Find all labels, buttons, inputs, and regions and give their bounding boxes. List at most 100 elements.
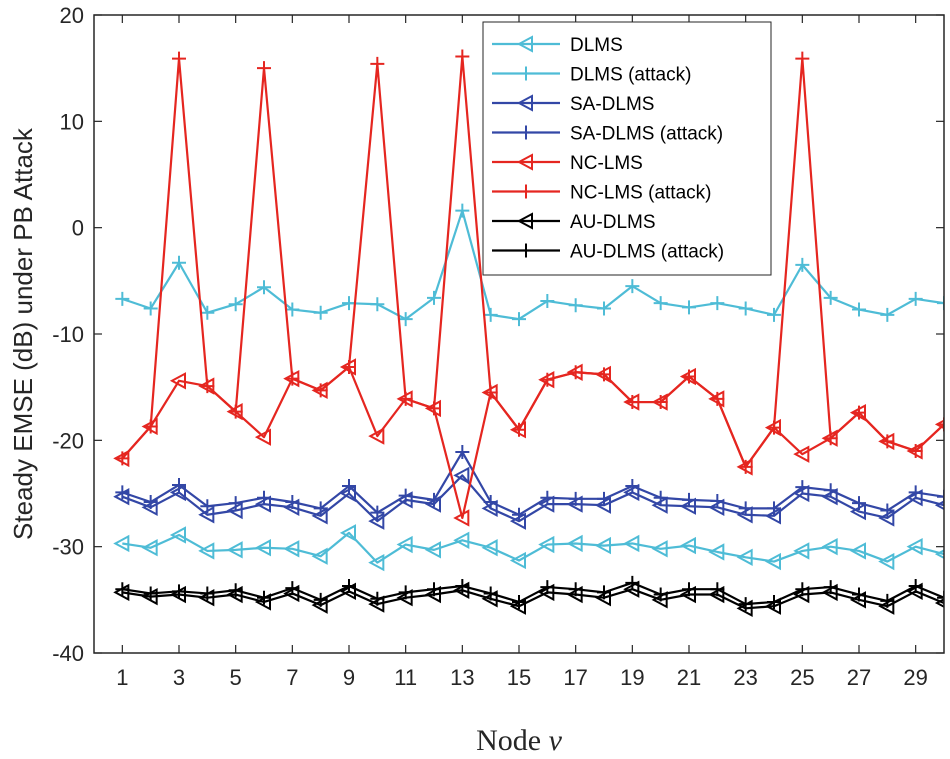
data-point [538,535,555,554]
data-point [540,580,555,595]
x-axis: 1 3 5 7 9 11 13 15 17 19 21 23 25 27 29 [116,15,928,690]
data-point [682,369,696,384]
legend-label: SA-DLMS [570,94,654,115]
data-point [483,307,498,322]
data-point [736,548,753,566]
legend-marker [519,125,533,140]
y-tick-label: -20 [52,428,84,453]
series-au-dlms-attack [115,575,944,612]
data-point [682,492,696,507]
legend-label: NC-LMS [570,153,643,174]
data-point [172,51,186,66]
data-point [795,582,810,597]
data-point [342,359,356,374]
legend-marker [516,94,533,112]
legend: DLMS DLMS (attack) SA-DLMS SA-DLMS (attack)… [482,21,772,276]
data-point [509,551,526,570]
data-point [283,540,300,558]
data-point [767,420,781,435]
data-point [455,445,470,460]
data-point [937,296,944,311]
data-point [453,531,470,549]
data-point [767,594,781,609]
data-point [115,291,130,306]
data-point [512,594,526,609]
data-point [540,294,555,309]
data-point [169,372,186,390]
data-point [172,584,186,599]
data-point [254,428,271,446]
data-point [906,537,923,556]
data-point [540,372,555,387]
legend-entry: AU-DLMS [492,212,656,233]
data-point [141,539,158,557]
legend-entry: NC-LMS (attack) [492,183,711,204]
data-point [821,537,838,556]
data-point [115,582,130,597]
x-tick-label: 15 [507,665,531,690]
y-tick-label: 10 [60,109,84,134]
data-point [908,579,923,594]
data-point [597,301,611,316]
data-point [115,451,130,466]
data-point [257,280,271,295]
data-point [285,371,300,386]
data-point [795,257,810,272]
data-point [313,501,328,516]
data-point [113,534,130,553]
data-point [625,575,640,590]
data-point [342,296,356,311]
x-tick-label: 5 [230,665,242,690]
series-layer [113,49,944,618]
data-point [172,255,186,270]
data-point [200,305,215,320]
data-point [625,395,640,410]
data-point [285,495,300,510]
x-tick-label: 23 [733,665,757,690]
data-point [455,49,470,64]
data-point [823,580,838,595]
x-tick-label: 9 [343,665,355,690]
x-tick-label: 29 [903,665,927,690]
data-point [653,395,668,410]
data-point [228,297,243,312]
data-point [738,301,753,316]
legend-entry: SA-DLMS (attack) [492,124,723,145]
data-point [398,488,413,503]
series-dlms [113,524,944,572]
legend-marker [519,243,533,258]
data-point [483,385,498,400]
data-point [368,553,385,572]
legend-label: NC-LMS (attack) [570,183,711,204]
data-point [427,401,441,416]
data-point [257,61,271,76]
data-point [852,302,866,317]
data-point [710,582,725,597]
data-point [682,582,696,597]
legend-entry: DLMS (attack) [492,65,691,86]
data-point [427,492,441,507]
data-point [597,491,611,506]
legend-marker [519,66,533,81]
y-tick-label: -10 [52,322,84,347]
data-point [198,542,215,560]
data-point [453,466,470,485]
data-point [172,477,186,492]
series-line [121,209,944,321]
x-tick-label: 19 [620,665,644,690]
x-tick-label: 1 [116,665,128,690]
legend-label: AU-DLMS (attack) [570,242,724,263]
data-point [313,592,328,607]
data-point [257,590,271,605]
data-point [342,579,356,594]
data-point [396,535,413,554]
data-point [368,427,385,445]
data-point [483,586,498,601]
data-point [370,591,385,606]
legend-box [482,21,772,276]
data-point [623,534,640,553]
data-point [597,367,611,382]
data-point [710,493,725,508]
data-point [512,312,526,327]
data-point [823,290,838,305]
